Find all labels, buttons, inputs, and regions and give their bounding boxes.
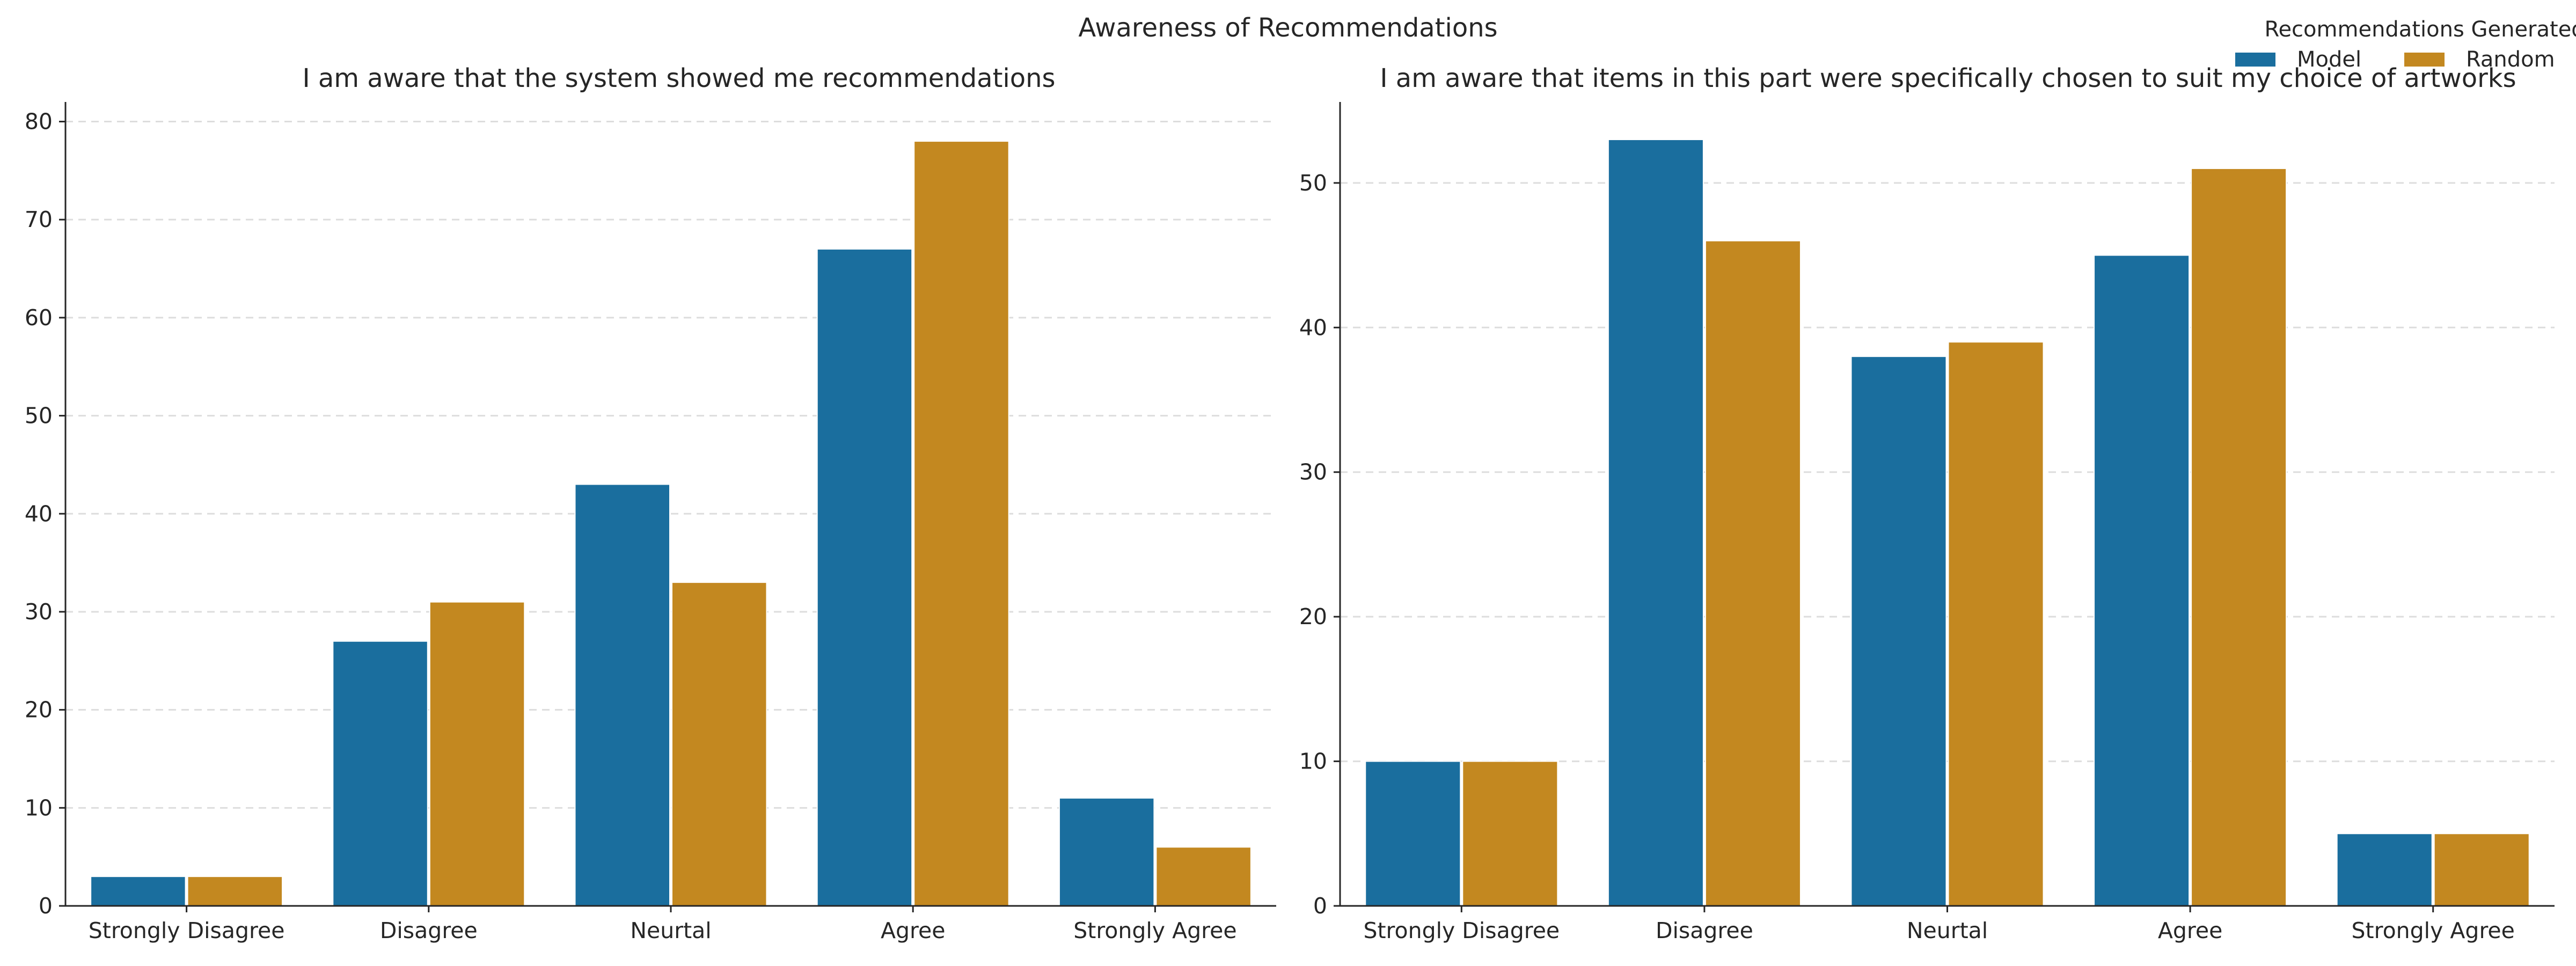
bar-model-agree xyxy=(2094,254,2190,906)
legend: Recommendations Generated By Model Rando… xyxy=(2235,17,2576,72)
x-tick-label: Strongly Agree xyxy=(2352,918,2515,943)
x-tick-label: Agree xyxy=(2158,918,2222,943)
y-tick-label: 40 xyxy=(25,501,53,526)
bar-model-strongly-agree xyxy=(1058,797,1155,907)
y-tick-label: 10 xyxy=(25,795,53,821)
y-tick-label: 50 xyxy=(1299,170,1327,196)
y-tick-label: 40 xyxy=(1299,314,1327,340)
y-tick-label: 70 xyxy=(25,207,53,232)
x-tick-label: Strongly Agree xyxy=(1073,918,1236,943)
chart-left-plot: Strongly Disagree Disagree Neurtal Agree Str… xyxy=(25,102,1276,943)
bar-random-strongly-disagree xyxy=(1462,760,1558,907)
y-tick-label: 60 xyxy=(25,305,53,331)
bar-random-agree xyxy=(2191,167,2287,906)
bar-random-disagree xyxy=(429,601,525,907)
bar-random-disagree xyxy=(1704,240,1801,907)
bar-random-strongly-agree xyxy=(1155,846,1252,907)
chart-right: I am aware that items in this part were … xyxy=(1299,63,2555,943)
chart-right-title: I am aware that items in this part were … xyxy=(1380,63,2516,93)
legend-swatch-random xyxy=(2404,53,2445,67)
bar-model-strongly-agree xyxy=(2336,833,2433,906)
y-tick-label: 20 xyxy=(1299,604,1327,630)
y-tick-label: 50 xyxy=(25,403,53,429)
bar-model-disagree xyxy=(1607,139,1704,906)
y-tick-label: 0 xyxy=(1313,893,1327,919)
bar-model-neurtal xyxy=(574,484,671,906)
x-tick-label: Strongly Disagree xyxy=(1363,918,1560,943)
bar-random-neurtal xyxy=(671,582,767,906)
y-tick-label: 30 xyxy=(25,599,53,625)
y-tick-label: 30 xyxy=(1299,459,1327,485)
y-tick-label: 20 xyxy=(25,697,53,723)
bar-model-disagree xyxy=(332,640,428,906)
chart-right-plot: Strongly Disagree Disagree Neurtal Agree Str… xyxy=(1299,102,2555,943)
bar-model-neurtal xyxy=(1850,356,1947,906)
bar-model-strongly-disagree xyxy=(1365,760,1461,907)
bar-random-strongly-disagree xyxy=(187,876,283,906)
x-tick-label: Disagree xyxy=(380,918,478,943)
bar-random-agree xyxy=(913,141,1009,907)
legend-label-random: Random xyxy=(2466,47,2555,72)
figure-title: Awareness of Recommendations xyxy=(1078,13,1497,43)
chart-left-title: I am aware that the system showed me rec… xyxy=(302,63,1055,93)
x-tick-label: Disagree xyxy=(1656,918,1753,943)
x-tick-label: Strongly Disagree xyxy=(89,918,285,943)
x-tick-label: Neurtal xyxy=(1907,918,1988,943)
y-tick-label: 10 xyxy=(1299,749,1327,774)
chart-left: I am aware that the system showed me rec… xyxy=(25,63,1276,943)
y-tick-label: 0 xyxy=(39,893,53,919)
x-tick-label: Agree xyxy=(881,918,945,943)
bar-model-strongly-disagree xyxy=(90,876,186,906)
x-tick-label: Neurtal xyxy=(630,918,711,943)
bar-random-strongly-agree xyxy=(2433,833,2530,906)
legend-label-model: Model xyxy=(2297,47,2361,72)
legend-swatch-model xyxy=(2235,53,2275,67)
y-tick-label: 80 xyxy=(25,109,53,135)
bar-random-neurtal xyxy=(1948,341,2044,906)
legend-title: Recommendations Generated By xyxy=(2264,17,2576,42)
bar-model-agree xyxy=(816,248,913,906)
